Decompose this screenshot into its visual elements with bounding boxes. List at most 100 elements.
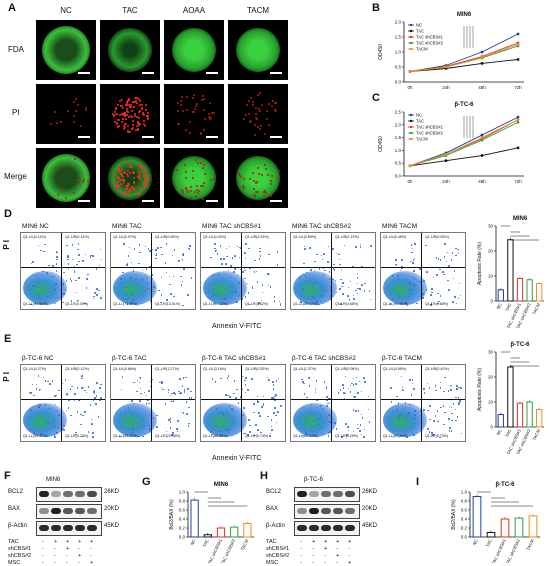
quadrant-gate-horizontal bbox=[381, 267, 465, 268]
event-dot bbox=[300, 295, 303, 297]
event-dot bbox=[248, 419, 250, 421]
event-dot bbox=[182, 253, 185, 255]
pi-positive-dot bbox=[137, 192, 140, 195]
pi-positive-dot bbox=[122, 118, 125, 121]
event-dot bbox=[172, 432, 174, 434]
series-point bbox=[480, 138, 484, 142]
pi-positive-dot bbox=[113, 174, 116, 177]
event-dot bbox=[49, 383, 51, 385]
event-dot bbox=[30, 392, 32, 394]
event-dot bbox=[56, 432, 58, 434]
pi-positive-dot bbox=[173, 185, 176, 188]
pi-positive-dot bbox=[140, 103, 143, 106]
x-tick-label: 24h bbox=[442, 179, 450, 184]
protein-band bbox=[39, 491, 49, 497]
event-dot bbox=[356, 292, 359, 295]
pi-positive-dot bbox=[209, 178, 212, 181]
event-dot bbox=[342, 384, 344, 386]
event-dot bbox=[66, 393, 68, 395]
event-dot bbox=[145, 268, 148, 270]
event-dot bbox=[248, 303, 251, 306]
y-tick-label: 0.2 bbox=[179, 526, 186, 531]
pi-positive-dot bbox=[258, 127, 261, 130]
pi-positive-dot bbox=[203, 181, 206, 184]
pi-positive-dot bbox=[135, 128, 138, 131]
event-dot bbox=[423, 388, 425, 390]
pi-positive-dot bbox=[124, 171, 127, 174]
protein-band bbox=[63, 508, 73, 514]
event-dot bbox=[456, 416, 459, 418]
event-dot bbox=[132, 270, 135, 272]
y-tick-label: 30 bbox=[488, 224, 494, 229]
event-dot bbox=[189, 245, 191, 247]
quadrant-percentage: Q1-LL(88.56%) bbox=[203, 434, 228, 438]
flow-plot-title: MIN6 TAC shCBS#2 bbox=[292, 223, 352, 230]
quadrant-percentage: Q1-UL(0.66%) bbox=[113, 367, 137, 371]
event-dot bbox=[62, 284, 65, 286]
event-dot bbox=[256, 395, 259, 398]
pi-positive-dot bbox=[131, 119, 134, 122]
event-dot bbox=[355, 383, 357, 385]
event-dot bbox=[457, 248, 459, 251]
pi-positive-dot bbox=[125, 110, 128, 113]
event-dot bbox=[313, 283, 315, 285]
event-dot bbox=[327, 261, 329, 263]
event-dot bbox=[329, 289, 332, 291]
event-dot bbox=[333, 263, 335, 266]
event-dot bbox=[149, 428, 151, 430]
condition-sign: - bbox=[42, 539, 44, 545]
bar bbox=[203, 534, 212, 538]
panel-letter-g: G bbox=[142, 476, 151, 488]
pi-positive-dot bbox=[203, 128, 206, 131]
event-dot bbox=[225, 394, 227, 396]
flow-plot: Q1-UL(0.66%) Q1-UR(1.27%) Q1-LL(69.91%) Q1-… bbox=[110, 364, 196, 442]
condition-label: shCBS#2 bbox=[8, 553, 32, 559]
pi-positive-dot bbox=[145, 108, 148, 111]
cell-population-density bbox=[203, 403, 247, 437]
pi-positive-dot bbox=[242, 118, 245, 121]
y-tick-label: 2.0 bbox=[395, 122, 402, 127]
chart-title: β-TC-6 bbox=[496, 482, 516, 488]
event-dot bbox=[347, 286, 350, 289]
chart-title: β-TC-6 bbox=[511, 342, 531, 348]
event-dot bbox=[42, 376, 45, 379]
event-dot bbox=[447, 279, 449, 282]
y-axis-label: Bcl2/BAX (%) bbox=[169, 499, 175, 530]
event-dot bbox=[302, 382, 305, 384]
event-dot bbox=[182, 377, 185, 379]
event-dot bbox=[227, 375, 229, 377]
event-dot bbox=[328, 271, 331, 273]
event-dot bbox=[189, 244, 192, 247]
band-name: BCL2 bbox=[8, 489, 24, 495]
event-dot bbox=[326, 396, 328, 398]
event-dot bbox=[261, 406, 263, 408]
event-dot bbox=[257, 401, 259, 403]
event-dot bbox=[401, 386, 404, 389]
event-dot bbox=[233, 380, 236, 382]
event-dot bbox=[408, 412, 410, 414]
pi-positive-dot bbox=[253, 179, 256, 182]
condition-sign: - bbox=[312, 553, 314, 559]
quadrant-percentage: Q1-UL(0.97%) bbox=[113, 235, 137, 239]
pi-positive-dot bbox=[196, 161, 199, 164]
event-dot bbox=[156, 247, 159, 249]
quadrant-percentage: Q1-UR(0.12%) bbox=[65, 367, 89, 371]
pi-positive-dot bbox=[143, 124, 146, 127]
event-dot bbox=[262, 395, 265, 398]
event-dot bbox=[455, 254, 457, 257]
event-dot bbox=[148, 287, 151, 290]
event-dot bbox=[86, 278, 88, 280]
event-dot bbox=[413, 257, 416, 260]
event-dot bbox=[100, 297, 102, 299]
event-dot bbox=[391, 410, 394, 412]
legend-swatch-point bbox=[409, 23, 413, 27]
pi-positive-dot bbox=[135, 97, 138, 100]
pi-positive-dot bbox=[267, 102, 270, 105]
y-tick-label: 0.4 bbox=[179, 517, 186, 522]
event-dot bbox=[82, 414, 84, 417]
event-dot bbox=[180, 392, 182, 394]
pi-positive-dot bbox=[120, 178, 123, 181]
pi-positive-dot bbox=[125, 188, 128, 191]
condition-sign: - bbox=[42, 553, 44, 559]
condition-sign: - bbox=[348, 553, 350, 559]
